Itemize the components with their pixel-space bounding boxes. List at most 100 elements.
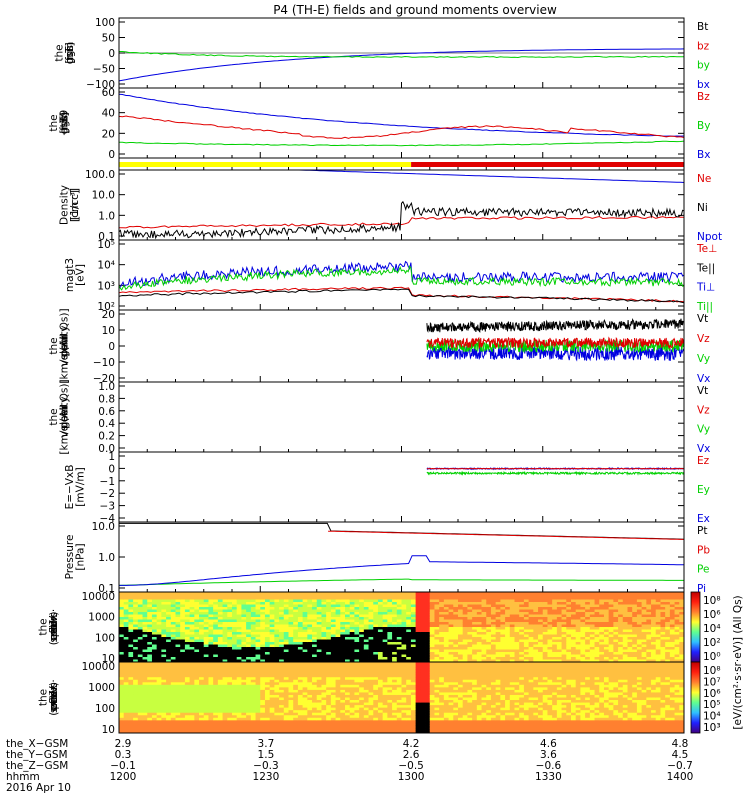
- spectro-cell: [232, 685, 237, 688]
- spectro-cell: [595, 627, 600, 630]
- spectro-cell: [350, 607, 355, 610]
- spectro-cell: [274, 723, 279, 726]
- spectro-cell: [632, 620, 637, 623]
- spectro-cell: [213, 640, 218, 643]
- spectro-cell: [453, 645, 458, 648]
- spectro-cell: [133, 685, 138, 688]
- spectro-cell: [256, 687, 261, 690]
- spectro-cell: [185, 720, 190, 723]
- spectro-cell: [387, 652, 392, 655]
- spectro-cell: [204, 680, 209, 683]
- spectro-cell: [256, 652, 261, 655]
- spectro-cell: [232, 650, 237, 653]
- spectro-cell: [364, 602, 369, 605]
- spectro-cell: [284, 610, 289, 613]
- spectro-cell: [439, 642, 444, 645]
- spectro-cell: [585, 625, 590, 628]
- spectro-cell: [397, 655, 402, 658]
- spectro-cell: [595, 615, 600, 618]
- spectro-cell: [279, 627, 284, 630]
- spectro-cell: [223, 685, 228, 688]
- spectro-cell: [326, 632, 331, 635]
- spectro-cell: [510, 650, 515, 653]
- spectro-cell: [265, 685, 270, 688]
- spectro-cell: [590, 652, 595, 655]
- spectro-cell: [500, 595, 505, 598]
- spectro-cell: [430, 602, 435, 605]
- spectro-cell: [133, 642, 138, 645]
- spectro-cell: [194, 720, 199, 723]
- spectro-cell: [176, 715, 181, 718]
- spectro-cell: [251, 595, 256, 598]
- spectro-cell: [289, 620, 294, 623]
- spectro-cell: [251, 715, 256, 718]
- spectro-cell: [227, 665, 232, 668]
- spectro-cell: [232, 622, 237, 625]
- spectro-cell: [289, 665, 294, 668]
- spectro-cell: [472, 615, 477, 618]
- spectro-cell: [467, 647, 472, 650]
- spectro-cell: [477, 630, 482, 633]
- spectro-cell: [147, 657, 152, 660]
- spectro-cell: [590, 632, 595, 635]
- spectro-cell: [321, 612, 326, 615]
- spectro-cell: [585, 635, 590, 638]
- spectro-cell: [642, 647, 647, 650]
- spectro-cell: [190, 708, 195, 711]
- spectro-cell: [580, 605, 585, 608]
- spectro-cell: [637, 600, 642, 603]
- spectro-cell: [256, 632, 261, 635]
- spectro-cell: [519, 645, 524, 648]
- spectro-cell: [547, 607, 552, 610]
- panel-7-ytick: 1.0: [98, 381, 115, 393]
- spectro-cell: [213, 607, 218, 610]
- spectro-cell: [190, 627, 195, 630]
- spectro-cell: [402, 627, 407, 630]
- spectro-cell: [128, 617, 133, 620]
- spectro-cell: [312, 647, 317, 650]
- spectro-cell: [533, 632, 538, 635]
- spectro-cell: [199, 652, 204, 655]
- spectro-cell: [439, 652, 444, 655]
- spectro-cell: [152, 665, 157, 668]
- spectro-cell: [213, 667, 218, 670]
- spectro-cell: [303, 715, 308, 718]
- spectro-cell: [397, 625, 402, 628]
- spectro-cell: [411, 640, 416, 643]
- panel-4-ytick: 10.0: [92, 190, 115, 202]
- spectro-cell: [307, 600, 312, 603]
- spectro-cell: [133, 637, 138, 640]
- spectro-cell: [369, 657, 374, 660]
- spectro-cell: [298, 690, 303, 693]
- spectro-cell: [580, 615, 585, 618]
- spectro-cell: [369, 597, 374, 600]
- spectro-cell: [538, 655, 543, 658]
- spectro-cell: [119, 677, 124, 680]
- spectro-cell: [232, 620, 237, 623]
- spectro-cell: [119, 597, 124, 600]
- spectro-cell: [632, 637, 637, 640]
- spectro-cell: [265, 625, 270, 628]
- spectro-cell: [227, 612, 232, 615]
- spectro-cell: [675, 617, 680, 620]
- spectro-cell: [237, 665, 242, 668]
- spectro-cell: [157, 703, 162, 706]
- spectro-cell: [665, 652, 670, 655]
- spectro-cell: [618, 642, 623, 645]
- spectro-cell: [190, 680, 195, 683]
- spectro-cell: [143, 615, 148, 618]
- spectro-cell: [265, 675, 270, 678]
- spectro-cell: [453, 630, 458, 633]
- spectro-cell: [152, 640, 157, 643]
- spectro-cell: [562, 632, 567, 635]
- spectro-cell: [161, 642, 166, 645]
- spectro-cell: [194, 620, 199, 623]
- spectro-cell: [270, 602, 275, 605]
- spectro-cell: [223, 612, 228, 615]
- spectro-cell: [345, 615, 350, 618]
- spectro-cell: [251, 637, 256, 640]
- spectro-cell: [270, 617, 275, 620]
- spectro-cell: [595, 652, 600, 655]
- spectro-cell: [279, 637, 284, 640]
- spectro-cell: [543, 617, 548, 620]
